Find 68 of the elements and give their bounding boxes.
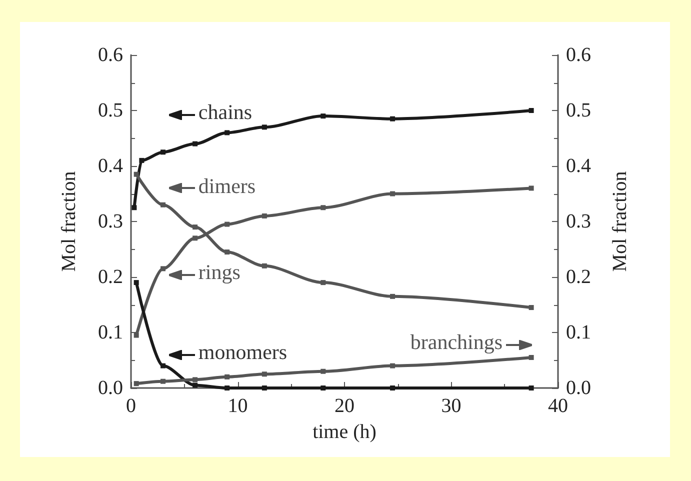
y2-tick-label: 0.2 (566, 266, 591, 288)
point (160, 150, 166, 155)
y-tick-label: 0.1 (98, 322, 123, 344)
y-tick-label: 0.2 (98, 266, 123, 288)
point (192, 382, 198, 388)
point (390, 363, 396, 368)
point (262, 386, 267, 390)
y2-tick-label: 0.5 (566, 100, 591, 122)
point (160, 266, 166, 272)
x-tick-label: 20 (334, 395, 354, 417)
y2-tick-label: 0.6 (566, 44, 591, 66)
y2-tick-label: 0.1 (566, 322, 591, 344)
point (192, 224, 198, 230)
point (528, 305, 534, 310)
point (320, 280, 326, 286)
legend-label: chains (198, 100, 252, 124)
point (134, 332, 139, 338)
y-tick-label: 0.0 (98, 377, 123, 399)
legend-label: rings (198, 260, 240, 284)
point (262, 213, 267, 218)
point (224, 386, 230, 390)
legend-label: dimers (198, 174, 256, 198)
point (132, 205, 137, 210)
point (390, 294, 396, 299)
point (528, 186, 534, 191)
point (320, 205, 326, 210)
y-tick-label: 0.3 (98, 210, 123, 232)
point (224, 130, 230, 136)
y-tick-label: 0.5 (98, 100, 123, 122)
y2-tick-label: 0.3 (566, 210, 591, 232)
point (320, 386, 326, 390)
point (192, 377, 198, 382)
x-tick-label: 30 (441, 395, 462, 417)
point (528, 108, 534, 113)
y2-axis-title: Mol fraction (609, 171, 631, 272)
point (134, 280, 139, 286)
legend-label: monomers (198, 340, 288, 364)
point (160, 363, 166, 368)
point (224, 374, 230, 380)
y-tick-label: 0.6 (98, 44, 123, 66)
point (139, 158, 144, 163)
point (262, 372, 267, 377)
y-tick-label: 0.4 (98, 155, 123, 177)
point (224, 250, 230, 255)
x-tick-label: 40 (548, 395, 568, 417)
x-tick-label: 10 (228, 395, 248, 417)
point (160, 202, 166, 208)
point (320, 368, 326, 374)
y2-tick-label: 0.0 (566, 377, 591, 399)
x-axis-title: time (h) (312, 421, 376, 443)
point (134, 172, 139, 177)
point (390, 191, 396, 196)
point (390, 386, 396, 390)
point (262, 263, 267, 268)
point (390, 116, 396, 122)
x-tick-label: 0 (126, 395, 136, 417)
point (320, 114, 326, 119)
point (262, 124, 267, 130)
point (134, 381, 139, 386)
point (528, 354, 534, 360)
point (160, 378, 166, 384)
point (192, 236, 198, 241)
point (224, 222, 230, 227)
series-label: branchings (410, 330, 503, 354)
point (192, 141, 198, 146)
y2-tick-label: 0.4 (566, 155, 591, 177)
y-axis-title: Mol fraction (58, 171, 80, 272)
point (528, 386, 534, 390)
